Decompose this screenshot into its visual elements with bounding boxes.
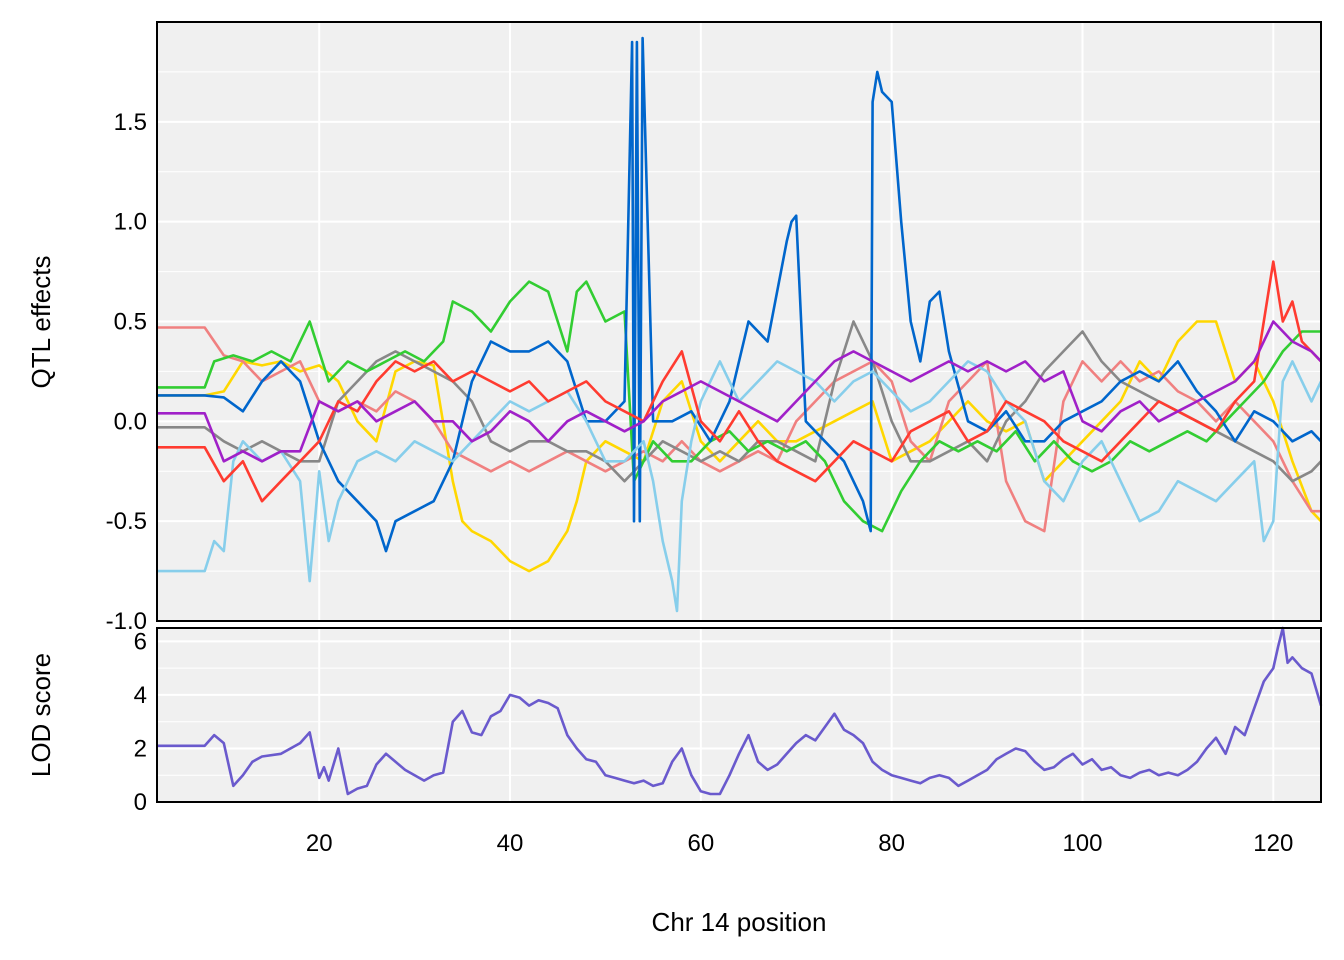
lod-panel-background bbox=[157, 628, 1321, 802]
effects-panel: -1.0 -0.5 0.0 0.5 1.0 1.5 QTL effects bbox=[26, 21, 1323, 635]
effects-series-line bbox=[157, 320, 1322, 463]
effects-y-tick-label: 1.0 bbox=[114, 209, 147, 236]
effects-panel-frame bbox=[156, 21, 1322, 622]
x-tick-labels: 20 40 60 80 100 120 bbox=[306, 830, 1293, 857]
effects-series-line bbox=[157, 280, 1321, 533]
effects-series-line bbox=[157, 260, 1322, 503]
x-tick-label: 80 bbox=[878, 830, 905, 857]
lod-y-tick-labels: 0 2 4 6 bbox=[134, 628, 147, 816]
effects-y-tick-label: 0.5 bbox=[114, 309, 147, 336]
effects-panel-grid bbox=[157, 22, 1321, 622]
lod-series-line bbox=[157, 626, 1323, 796]
effects-series-line bbox=[157, 360, 1323, 613]
lod-y-tick-label: 2 bbox=[134, 735, 147, 762]
x-axis-title: Chr 14 position bbox=[652, 907, 827, 937]
effects-series-line bbox=[157, 36, 1322, 553]
effects-y-tick-label: 1.5 bbox=[114, 109, 147, 136]
x-tick-label: 120 bbox=[1253, 830, 1293, 857]
lod-y-tick-label: 4 bbox=[134, 682, 147, 709]
x-tick-label: 60 bbox=[687, 830, 714, 857]
x-tick-label: 100 bbox=[1062, 830, 1102, 857]
effects-y-tick-labels: -1.0 -0.5 0.0 0.5 1.0 1.5 bbox=[106, 109, 147, 635]
lod-y-axis-title: LOD score bbox=[26, 653, 56, 777]
effects-y-axis-title: QTL effects bbox=[26, 256, 56, 389]
lod-series-group bbox=[157, 626, 1323, 796]
effects-y-tick-label: -0.5 bbox=[106, 508, 147, 535]
effects-series-group bbox=[157, 36, 1323, 613]
effects-series-line bbox=[157, 326, 1321, 533]
x-tick-label: 20 bbox=[306, 830, 333, 857]
effects-y-tick-label: 0.0 bbox=[114, 408, 147, 435]
lod-y-tick-label: 6 bbox=[134, 628, 147, 655]
lod-panel-frame bbox=[156, 627, 1322, 803]
lod-panel: 0 2 4 6 20 40 60 80 100 120 LOD score Chr 14 pos… bbox=[26, 626, 1323, 937]
lod-y-tick-label: 0 bbox=[134, 789, 147, 816]
x-tick-label: 40 bbox=[497, 830, 524, 857]
effects-y-tick-label: -1.0 bbox=[106, 608, 147, 635]
